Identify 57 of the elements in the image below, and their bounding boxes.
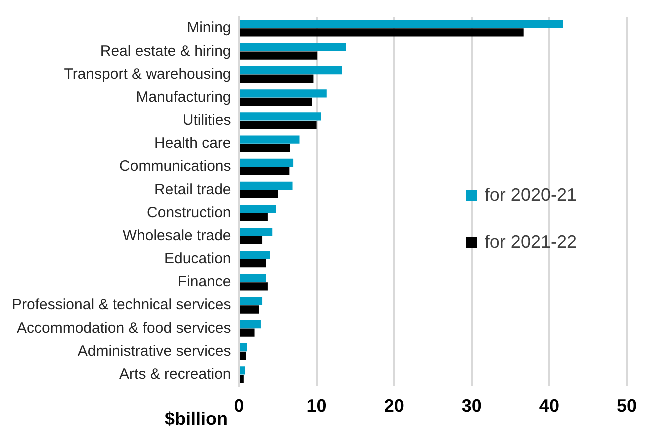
y-tick-label: Mining	[187, 20, 232, 37]
bar	[240, 43, 346, 52]
legend-label: for 2021-22	[484, 232, 577, 253]
bar	[240, 260, 266, 268]
bar	[240, 282, 268, 291]
bar	[240, 66, 342, 75]
x-tick-label: 20	[384, 396, 404, 416]
bar	[240, 344, 248, 352]
bar	[240, 190, 278, 198]
bar	[240, 52, 318, 60]
y-tick-label: Utilities	[182, 112, 232, 130]
y-tick-label: Health care	[154, 135, 232, 152]
bar	[240, 274, 266, 282]
y-tick-label: Wholesale trade	[122, 227, 232, 244]
bar	[240, 90, 327, 98]
bar	[240, 374, 244, 384]
y-tick-label: Professional & technical services	[12, 296, 232, 314]
bar	[240, 28, 524, 37]
x-tick-label: 40	[539, 396, 560, 416]
bar	[240, 205, 276, 214]
bar	[240, 112, 322, 121]
y-tick-label: Accommodation & food services	[17, 320, 232, 337]
y-tick-label: Construction	[147, 204, 232, 222]
x-axis-title: $billion	[165, 409, 228, 430]
bar	[240, 297, 263, 306]
bar	[240, 251, 270, 260]
y-tick-label: Communications	[120, 158, 232, 176]
y-tick-label: Retail trade	[154, 181, 232, 198]
bar	[240, 213, 268, 222]
bar	[240, 144, 290, 152]
y-tick-label: Arts & recreation	[120, 366, 232, 383]
bar	[240, 236, 263, 245]
bar	[240, 328, 255, 337]
y-tick-label: Real estate & hiring	[100, 42, 232, 60]
bar	[240, 98, 312, 106]
bar	[240, 158, 294, 167]
bar	[240, 136, 300, 144]
bar	[240, 366, 246, 375]
bar	[240, 74, 314, 83]
x-tick-label: 30	[462, 396, 482, 416]
bar	[240, 306, 260, 314]
bar	[240, 228, 273, 236]
bar	[240, 182, 293, 190]
y-tick-label: Finance	[178, 274, 232, 291]
y-tick-label: Education	[164, 250, 232, 268]
y-tick-label: Manufacturing	[136, 88, 232, 106]
y-tick-label: Transport & warehousing	[64, 66, 232, 83]
bar	[240, 320, 261, 329]
y-tick-label: Administrative services	[78, 342, 232, 360]
x-tick-label: 10	[306, 396, 327, 416]
legend-label: for 2020-21	[484, 185, 577, 206]
bar	[240, 167, 290, 176]
bar	[240, 20, 564, 28]
bar	[240, 120, 317, 130]
bar	[240, 352, 246, 360]
x-tick-label: 0	[234, 396, 244, 416]
x-tick-label: 50	[616, 396, 638, 416]
